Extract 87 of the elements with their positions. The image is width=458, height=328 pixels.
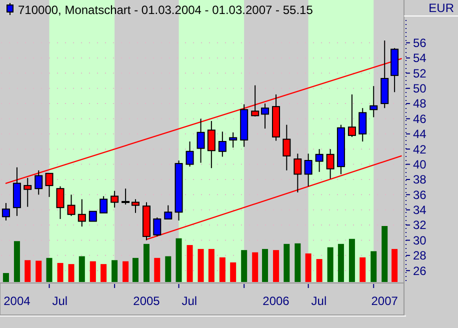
bar [360, 257, 366, 282]
bar [46, 258, 52, 282]
y-axis-title: EUR [428, 1, 454, 15]
y-tick-label: 56 [413, 36, 427, 50]
bar [57, 262, 64, 282]
bar [327, 247, 334, 282]
bar [316, 259, 322, 282]
x-tick-label: 2005 [133, 294, 160, 308]
bar [2, 273, 9, 282]
bar [262, 248, 268, 282]
x-tick-label: 2004 [4, 294, 31, 308]
y-tick-label: 44 [413, 127, 427, 142]
bar [100, 264, 107, 282]
bar [132, 258, 138, 282]
bar [198, 248, 204, 282]
bar [143, 244, 150, 282]
y-tick-label: 34 [413, 203, 427, 218]
candlestick [110, 190, 119, 208]
y-tick-label: 42 [413, 142, 427, 156]
y-tick-label: 50 [413, 82, 427, 96]
bar [186, 245, 193, 282]
y-tick-label: 48 [413, 96, 427, 111]
x-tick-label: Jul [182, 294, 198, 308]
candlestick [261, 103, 270, 130]
candlestick [78, 198, 86, 228]
candlestick [2, 202, 10, 221]
bar [273, 250, 280, 282]
bar [284, 244, 290, 282]
bar [230, 262, 236, 282]
candlestick [122, 188, 130, 206]
y-tick-label: 40 [413, 157, 427, 172]
candlestick [56, 186, 64, 220]
x-tick-label: 2006 [262, 294, 290, 308]
candlestick [282, 124, 291, 171]
bar [78, 256, 85, 282]
y-tick-label: 46 [413, 112, 427, 126]
candlestick [67, 194, 76, 216]
candlestick [153, 216, 162, 237]
candlestick [251, 84, 260, 117]
bar [294, 243, 301, 282]
candlestick [229, 132, 238, 148]
bar [165, 256, 172, 282]
bar [122, 261, 129, 282]
y-tick-label: 32 [413, 218, 427, 232]
bar [154, 258, 160, 282]
bar [90, 261, 96, 282]
candlestick [315, 148, 324, 172]
bar [68, 264, 74, 282]
candlestick [34, 170, 43, 196]
y-tick-label: 26 [413, 264, 427, 278]
bar [14, 241, 20, 282]
candlestick [88, 210, 97, 222]
y-tick-label: 36 [413, 188, 427, 202]
bar [382, 226, 388, 282]
bar [219, 257, 226, 282]
candlestick [186, 141, 194, 168]
bar [241, 250, 248, 282]
candlestick [196, 118, 205, 164]
bar [305, 253, 312, 282]
candlestick [100, 196, 108, 214]
bar [112, 260, 118, 282]
candlestick [304, 153, 312, 187]
bar [36, 260, 42, 282]
y-tick-label: 38 [413, 172, 427, 187]
y-tick-label: 30 [413, 233, 427, 248]
candlestick [348, 94, 356, 138]
x-tick-label: Jul [52, 294, 68, 308]
x-tick-label: Jul [311, 294, 327, 308]
y-tick-label: 52 [413, 66, 427, 80]
bar [338, 244, 344, 282]
candlestick [358, 108, 367, 142]
bar [252, 252, 258, 282]
candlestick [131, 198, 140, 214]
bar [24, 260, 31, 282]
bar [208, 248, 214, 282]
bar [392, 248, 398, 282]
candlestick [370, 86, 378, 118]
bar [348, 238, 355, 282]
y-tick-label: 54 [413, 51, 427, 66]
y-tick-label: 28 [413, 248, 427, 263]
candlestick [218, 131, 226, 158]
x-tick-label: 2007 [371, 294, 398, 308]
bar [370, 251, 377, 282]
candlestick [164, 204, 172, 220]
bar [176, 238, 182, 282]
candlestick [207, 120, 216, 169]
chart-title: 710000, Monatschart - 01.03.2004 - 01.03.2007 - 55.15 [18, 3, 314, 17]
